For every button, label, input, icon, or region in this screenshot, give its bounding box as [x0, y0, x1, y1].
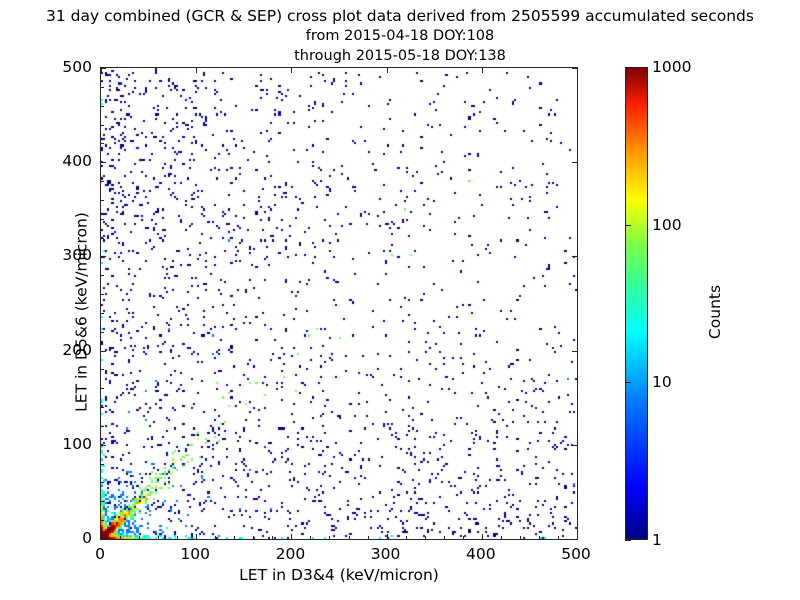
x-tick-minor	[253, 536, 255, 539]
colorbar-tick-label: 100	[652, 215, 682, 234]
title-line-1: 31 day combined (GCR & SEP) cross plot d…	[46, 7, 754, 25]
x-tick-minor	[424, 536, 426, 539]
y-tick-label: 100	[62, 434, 92, 453]
x-tick-minor	[310, 536, 312, 539]
x-tick-minor	[348, 536, 350, 539]
y-tick-major	[101, 350, 106, 352]
colorbar-tick-mark	[625, 67, 631, 68]
y-tick-minor	[101, 482, 104, 484]
x-tick-major	[386, 534, 388, 539]
y-tick-minor	[101, 294, 104, 296]
heatmap-scatter-layer	[101, 68, 577, 539]
y-tick-major	[101, 162, 106, 164]
x-tick-minor	[120, 536, 122, 539]
x-axis-title: LET in D3&4 (keV/micron)	[239, 566, 439, 584]
y-tick-minor	[101, 218, 104, 220]
x-tick-label: 200	[275, 545, 306, 563]
x-tick-major	[291, 68, 293, 73]
x-tick-minor	[538, 536, 540, 539]
colorbar-title: Counts	[706, 284, 724, 340]
x-tick-minor	[329, 536, 331, 539]
y-tick-major	[572, 256, 577, 258]
y-tick-label: 400	[62, 152, 92, 171]
colorbar-gradient	[625, 67, 648, 540]
x-tick-major	[481, 534, 483, 539]
colorbar-tick-mark	[625, 382, 631, 384]
x-tick-major	[481, 68, 483, 73]
y-tick-minor	[101, 407, 104, 409]
x-tick-minor	[139, 536, 141, 539]
y-tick-minor	[101, 388, 104, 390]
y-tick-minor	[101, 369, 104, 371]
x-tick-label: 100	[180, 545, 210, 563]
y-tick-minor	[101, 312, 104, 314]
x-tick-major	[577, 534, 578, 539]
y-tick-major	[101, 539, 106, 540]
x-tick-major	[196, 68, 198, 73]
x-tick-minor	[272, 536, 274, 539]
x-tick-major	[196, 534, 198, 539]
y-tick-minor	[101, 520, 104, 522]
x-tick-major	[101, 534, 102, 539]
y-tick-label: 500	[62, 58, 92, 76]
x-tick-major	[101, 68, 102, 73]
y-tick-major	[572, 539, 577, 540]
y-tick-minor	[101, 331, 104, 333]
y-tick-minor	[101, 86, 104, 88]
y-tick-minor	[101, 124, 104, 126]
x-tick-label: 500	[561, 545, 591, 563]
x-tick-minor	[443, 536, 445, 539]
x-tick-label: 300	[370, 545, 401, 563]
plot-area	[100, 67, 578, 540]
x-tick-major	[291, 534, 293, 539]
x-tick-minor	[500, 536, 502, 539]
y-tick-major	[572, 68, 577, 69]
colorbar-tick-label: 1000	[652, 58, 692, 76]
y-tick-minor	[101, 237, 104, 239]
figure-title: 31 day combined (GCR & SEP) cross plot d…	[0, 6, 800, 66]
x-tick-minor	[215, 536, 217, 539]
x-tick-label: 0	[95, 545, 105, 563]
colorbar-tick-mark	[625, 540, 631, 541]
y-tick-minor	[101, 275, 104, 277]
x-tick-label: 400	[466, 545, 496, 563]
y-tick-label: 0	[82, 529, 92, 547]
y-tick-minor	[101, 143, 104, 145]
x-tick-minor	[177, 536, 179, 539]
y-tick-minor	[101, 105, 104, 107]
y-tick-minor	[101, 199, 104, 201]
y-tick-major	[101, 444, 106, 446]
colorbar-tick-label: 1	[652, 531, 662, 549]
y-tick-minor	[101, 425, 104, 427]
title-line-3: through 2015-05-18 DOY:138	[294, 48, 506, 64]
x-tick-major	[386, 68, 388, 73]
colorbar-tick-mark	[625, 224, 631, 226]
x-tick-minor	[158, 536, 160, 539]
x-tick-minor	[234, 536, 236, 539]
x-tick-minor	[462, 536, 464, 539]
y-axis-title: LET in D5&6 (keV/micron)	[72, 212, 91, 412]
y-tick-minor	[101, 463, 104, 465]
x-tick-major	[577, 68, 578, 73]
y-tick-minor	[101, 181, 104, 183]
title-line-2: from 2015-04-18 DOY:108	[305, 28, 495, 44]
y-tick-label: 300	[62, 246, 92, 265]
x-tick-minor	[519, 536, 521, 539]
x-tick-minor	[405, 536, 407, 539]
y-tick-major	[572, 444, 577, 446]
y-tick-major	[101, 68, 106, 69]
y-tick-major	[572, 162, 577, 164]
y-tick-major	[101, 256, 106, 258]
x-tick-minor	[557, 536, 559, 539]
y-tick-major	[572, 350, 577, 352]
x-tick-minor	[367, 536, 369, 539]
y-tick-label: 200	[62, 340, 92, 359]
y-tick-minor	[101, 501, 104, 503]
colorbar-tick-label: 10	[652, 373, 672, 392]
